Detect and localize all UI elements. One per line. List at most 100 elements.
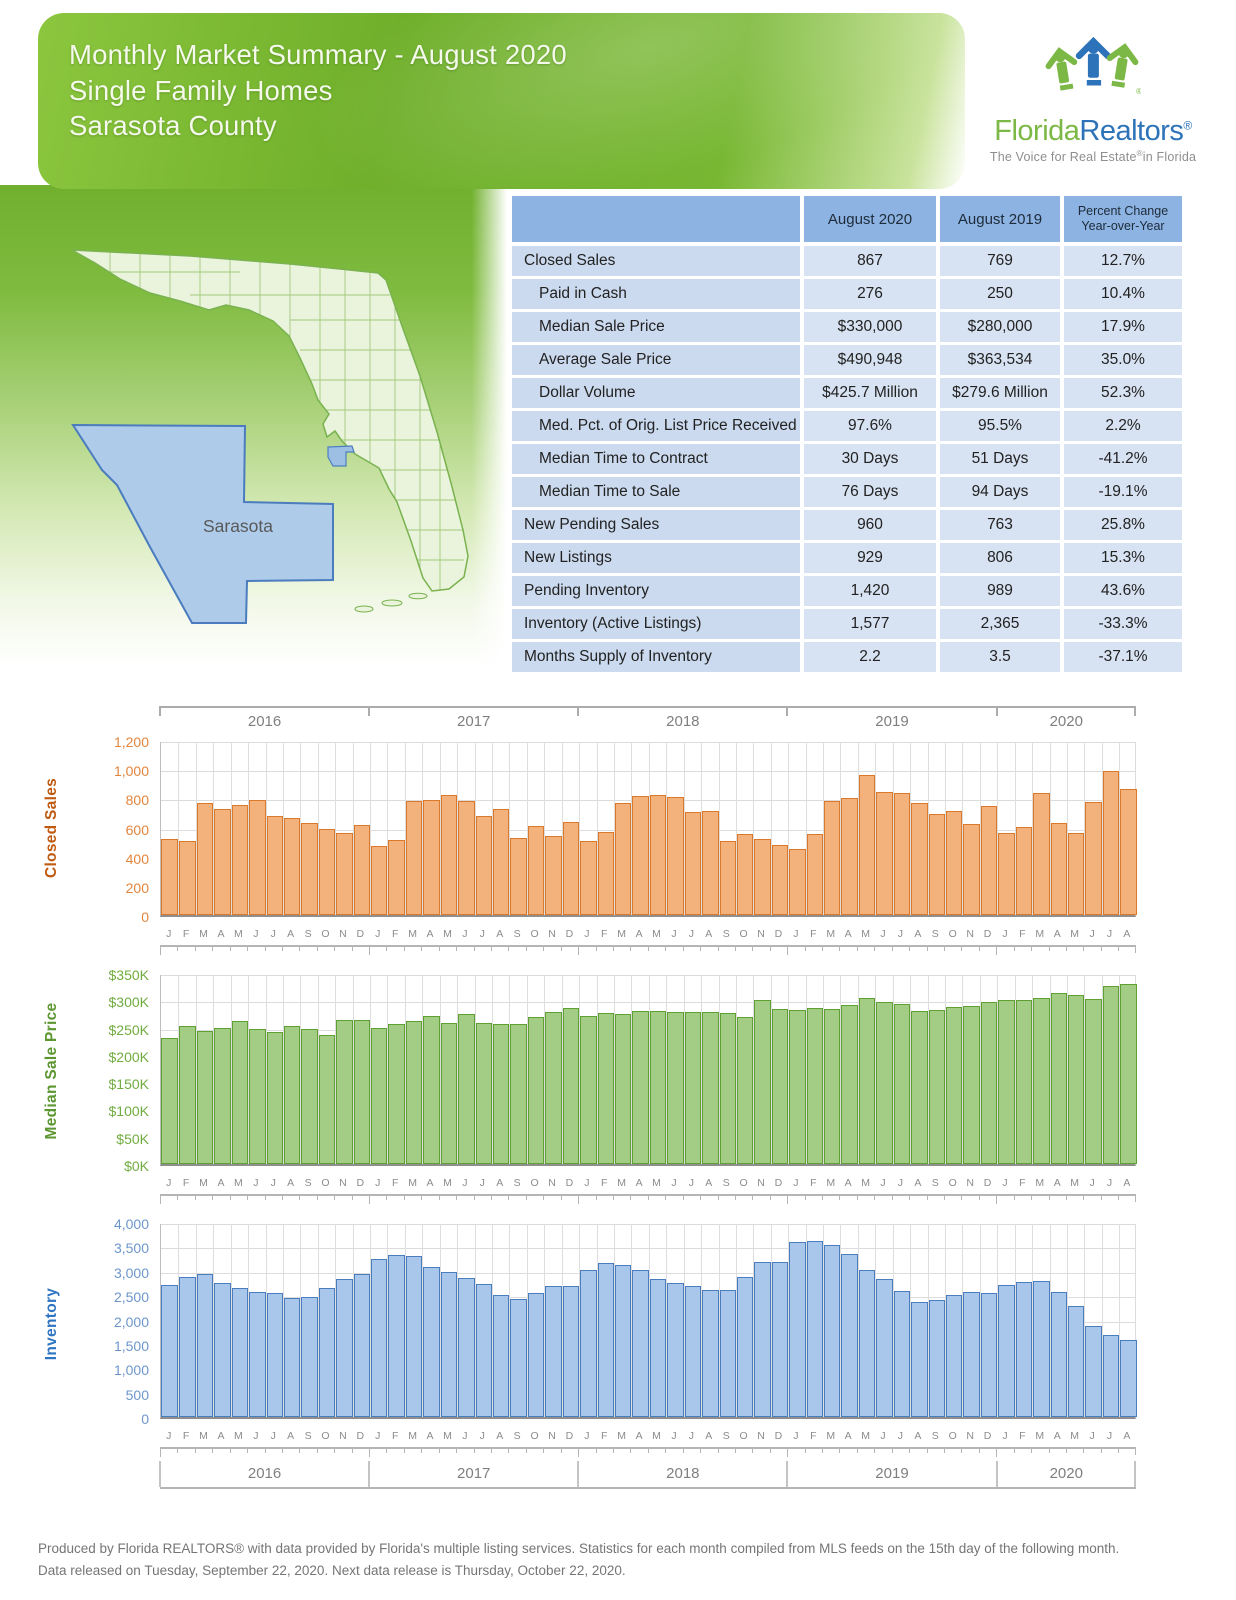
header-banner: Monthly Market Summary - August 2020 Sin…	[38, 13, 965, 189]
month-tick-label: S	[931, 928, 939, 940]
percent-change-cell: -33.3%	[1064, 609, 1182, 639]
inventory-bar	[667, 1283, 684, 1417]
y-axis-tick-label: 2,000	[113, 1314, 149, 1330]
month-cell	[1032, 1224, 1050, 1417]
metric-label-cell: Median Time to Contract	[512, 444, 800, 474]
month-tick-label: M	[1035, 1430, 1045, 1442]
inventory-bar	[1015, 1282, 1033, 1417]
median-sale-price-bar	[736, 1017, 754, 1164]
month-cell	[335, 975, 353, 1164]
inventory-bar	[945, 1295, 963, 1417]
month-cell	[439, 742, 458, 915]
month-tick	[1013, 1196, 1031, 1200]
month-tick-label: A	[1053, 1177, 1061, 1189]
y-axis-tick-label: $150K	[108, 1076, 149, 1092]
month-tick-label: J	[793, 928, 799, 940]
gridline	[161, 975, 1135, 976]
month-tick-label: J	[688, 1430, 694, 1442]
month-cell	[596, 1224, 614, 1417]
month-tick-label: J	[1089, 1430, 1095, 1442]
median-sale-price-bar	[841, 1005, 858, 1164]
month-tick	[926, 947, 944, 951]
month-tick-label: A	[426, 1177, 434, 1189]
month-tick	[578, 1196, 595, 1204]
month-tick	[787, 1196, 804, 1204]
value-aug-2019-cell: 763	[940, 510, 1060, 540]
month-tick	[212, 947, 229, 951]
value-aug-2020-cell: 867	[804, 246, 936, 276]
table-row: Median Sale Price $330,000 $280,000 17.9%	[512, 312, 1182, 342]
title-line-property-type: Single Family Homes	[69, 74, 333, 106]
inventory-bar	[423, 1267, 440, 1417]
month-tick-label: A	[1123, 1430, 1131, 1442]
month-tick-label: M	[861, 1430, 870, 1442]
month-tick	[612, 1449, 630, 1453]
median-sale-price-bar	[475, 1023, 493, 1164]
median-sale-price-bar	[806, 1008, 824, 1164]
month-tick-label: D	[356, 1430, 365, 1442]
month-tick	[926, 1196, 944, 1200]
month-tick-label: J	[166, 928, 172, 940]
value-aug-2020-cell: 76 Days	[804, 477, 936, 507]
month-cell	[387, 975, 405, 1164]
median-sale-price-bar	[893, 1004, 911, 1164]
table-row: Median Time to Sale 76 Days 94 Days -19.1%	[512, 477, 1182, 507]
month-cell	[753, 742, 771, 915]
month-tick	[1100, 1449, 1118, 1453]
month-cell	[282, 975, 301, 1164]
month-cell	[404, 1224, 423, 1417]
month-tick	[543, 947, 560, 951]
month-tick	[543, 1196, 560, 1200]
median-sale-price-bar	[1050, 993, 1067, 1164]
month-tick	[281, 1196, 299, 1200]
month-tick-label: A	[287, 1430, 295, 1442]
month-cell	[631, 975, 649, 1164]
month-cell	[770, 975, 789, 1164]
logo-tagline: The Voice for Real Estate®in Florida	[989, 149, 1197, 165]
month-cell	[248, 975, 266, 1164]
median-sale-price-bar	[876, 1002, 893, 1164]
month-tick-label: A	[844, 928, 852, 940]
month-tick	[438, 947, 456, 951]
inventory-bar	[1085, 1326, 1102, 1417]
month-tick	[386, 1196, 403, 1200]
month-tick	[351, 947, 369, 951]
month-tick-label: O	[948, 1430, 957, 1442]
month-cell	[753, 975, 771, 1164]
median-sale-price-bar	[771, 1009, 789, 1164]
inventory-bar	[702, 1290, 719, 1417]
month-tick-label: M	[443, 1177, 452, 1189]
month-tick	[839, 947, 856, 951]
month-cell	[352, 742, 371, 915]
month-tick	[316, 947, 334, 951]
month-cell	[840, 975, 858, 1164]
month-cell	[823, 975, 841, 1164]
inventory-bar	[371, 1259, 388, 1417]
month-tick	[961, 947, 978, 951]
month-tick	[682, 1196, 700, 1200]
month-tick	[421, 1196, 438, 1200]
month-cell	[1084, 742, 1102, 915]
y-axis-tick-label: 0	[141, 909, 149, 925]
table-row: Months Supply of Inventory 2.2 3.5 -37.1%	[512, 642, 1182, 672]
month-tick	[160, 1196, 177, 1204]
month-tick	[891, 1196, 909, 1200]
month-tick-label: M	[199, 1430, 208, 1442]
month-tick-label: M	[199, 928, 208, 940]
month-cell	[1014, 975, 1033, 1164]
month-tick-label: S	[722, 928, 730, 940]
month-cell	[317, 1224, 336, 1417]
closed-sales-bar	[702, 811, 719, 915]
month-tick-label: M	[408, 1430, 417, 1442]
month-tick	[874, 947, 891, 951]
month-tick	[996, 1449, 1013, 1457]
year-tick	[995, 1461, 998, 1487]
inventory-bar	[998, 1285, 1015, 1417]
month-tick-label: J	[584, 1177, 590, 1189]
month-tick	[177, 1449, 194, 1453]
inventory-bar	[388, 1255, 405, 1417]
year-label: 2017	[457, 713, 491, 730]
month-tick-label: F	[391, 1177, 399, 1189]
median-sale-price-bar	[423, 1016, 440, 1164]
month-tick-label: O	[739, 1430, 748, 1442]
